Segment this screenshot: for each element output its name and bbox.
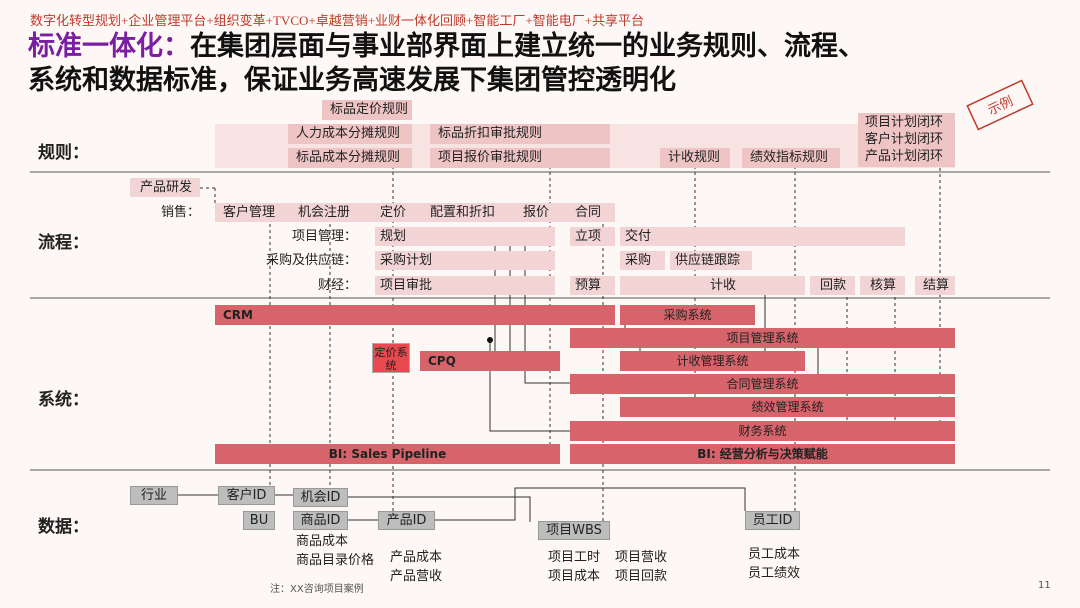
process-band <box>860 276 905 295</box>
data-item: 项目WBS <box>538 521 610 540</box>
data-note: 商品目录价格 <box>296 553 375 568</box>
rule-box: 标品定价规则 <box>322 100 412 120</box>
system-box: 绩效管理系统 <box>620 397 955 417</box>
process-step: 采购计划 <box>380 253 433 268</box>
stamp: 示例 <box>966 79 1034 131</box>
process-step: 交付 <box>625 229 652 244</box>
process-step: 规划 <box>380 229 407 244</box>
section-label: 流程： <box>38 233 89 253</box>
loop-item: 项目计划闭环 <box>865 115 944 130</box>
title-highlight: 标准一体化： <box>28 31 190 62</box>
process-band <box>375 227 555 246</box>
data-item: 产品ID <box>378 511 435 530</box>
system-box: 计收管理系统 <box>620 351 805 371</box>
rule-box: 标品成本分摊规则 <box>288 148 412 168</box>
process-step: 预算 <box>575 278 602 293</box>
data-note: 项目工时 <box>548 550 601 565</box>
loop-item: 产品计划闭环 <box>865 149 944 164</box>
data-note: 员工绩效 <box>748 566 801 581</box>
process-step: 供应链跟踪 <box>675 253 741 268</box>
process-band <box>215 203 615 222</box>
rule-box: 人力成本分摊规则 <box>288 124 412 144</box>
process-row-label: 采购及供应链： <box>265 253 357 268</box>
section-label: 数据： <box>38 517 89 537</box>
process-band <box>375 276 555 295</box>
system-box: CPQ <box>420 351 560 371</box>
section-label: 系统： <box>38 390 89 410</box>
data-note: 项目回款 <box>615 569 668 584</box>
process-band <box>620 276 805 295</box>
data-note: 产品成本 <box>390 550 443 565</box>
system-box: CRM <box>215 305 615 325</box>
process-step: 结算 <box>923 278 950 293</box>
loop-box <box>858 113 955 167</box>
product-dev: 产品研发 <box>130 178 200 197</box>
system-box: 项目管理系统 <box>570 328 955 348</box>
process-step: 合同 <box>575 205 602 220</box>
process-band <box>670 251 752 270</box>
data-item: 员工ID <box>745 511 800 530</box>
rule-box: 计收规则 <box>660 148 730 168</box>
system-box: BI: Sales Pipeline <box>215 444 560 464</box>
data-note: 员工成本 <box>748 547 801 562</box>
loop-item: 客户计划闭环 <box>865 132 944 147</box>
title-line2: 系统和数据标准，保证业务高速发展下集团管控透明化 <box>28 65 676 96</box>
system-box: 合同管理系统 <box>570 374 955 394</box>
process-row-label: 销售： <box>160 205 200 220</box>
title-line1: 在集团层面与事业部界面上建立统一的业务规则、流程、 <box>190 31 865 62</box>
process-row-label: 项目管理： <box>291 229 357 244</box>
process-step: 采购 <box>625 253 652 268</box>
data-item: BU <box>243 511 275 530</box>
process-band <box>570 227 615 246</box>
data-note: 项目成本 <box>548 569 601 584</box>
data-item: 客户ID <box>218 486 275 505</box>
section-label: 规则： <box>38 143 89 163</box>
process-band <box>810 276 855 295</box>
page-number: 11 <box>1038 580 1051 591</box>
rule-box: 标品折扣审批规则 <box>430 124 610 144</box>
process-step: 核算 <box>870 278 897 293</box>
rule-box: 项目报价审批规则 <box>430 148 610 168</box>
rule-box: 绩效指标规则 <box>742 148 840 168</box>
system-box: 定价系统 <box>372 343 410 373</box>
process-step: 计收 <box>710 278 737 293</box>
system-box: 采购系统 <box>620 305 755 325</box>
data-note: 商品成本 <box>296 534 349 549</box>
process-band <box>915 276 955 295</box>
data-item: 机会ID <box>293 488 348 507</box>
process-step: 定价 <box>380 205 407 220</box>
process-band <box>620 251 665 270</box>
process-step: 配置和折扣 <box>430 205 496 220</box>
process-step: 机会注册 <box>298 205 351 220</box>
process-band <box>570 276 615 295</box>
data-item: 行业 <box>130 486 178 505</box>
process-row-label: 财经： <box>317 278 357 293</box>
footnote: 注：XX咨询项目案例 <box>270 584 364 595</box>
process-band <box>375 251 555 270</box>
data-item: 商品ID <box>293 511 348 530</box>
system-box: BI: 经营分析与决策赋能 <box>570 444 955 464</box>
process-step: 立项 <box>575 229 602 244</box>
data-note: 项目营收 <box>615 550 668 565</box>
header: 数字化转型规划+企业管理平台+组织变革+TVCO+卓越营销+业财一体化回顾+智能… <box>30 13 645 28</box>
process-step: 项目审批 <box>380 278 433 293</box>
process-step: 报价 <box>523 205 550 220</box>
process-band <box>620 227 905 246</box>
data-note: 产品营收 <box>390 569 443 584</box>
process-step: 回款 <box>820 278 847 293</box>
system-box: 财务系统 <box>570 421 955 441</box>
title: 标准一体化：在集团层面与事业部界面上建立统一的业务规则、流程、 系统和数据标准，保… <box>28 30 865 98</box>
process-step: 客户管理 <box>223 205 276 220</box>
